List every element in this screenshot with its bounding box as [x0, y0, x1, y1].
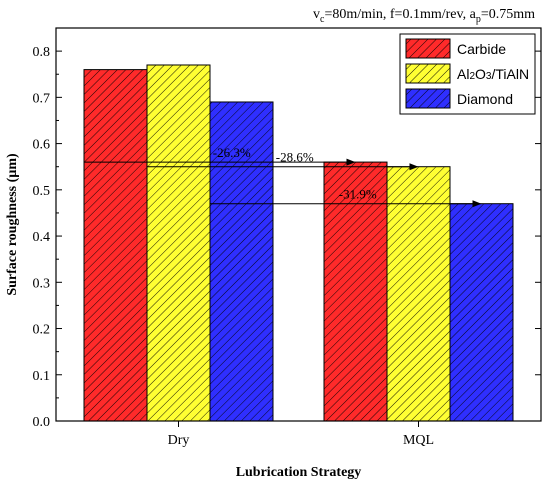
plot-frame [55, 27, 542, 422]
reduction-label: -28.6% [276, 150, 314, 165]
bar-hatch [209, 101, 274, 422]
legend-swatch-hatch [405, 88, 451, 109]
x-axis: Dry MQL [168, 421, 434, 448]
legend-label: Carbide [457, 41, 506, 57]
bar-hatch [83, 69, 148, 422]
y-axis-title: Surface roughness (µm) [5, 153, 20, 296]
bar-hatch [386, 166, 451, 422]
arrowhead-icon [409, 163, 419, 171]
bar-hatch [449, 203, 514, 422]
y-tick-label: 0.1 [33, 369, 51, 384]
bars-layer [83, 64, 514, 422]
y-tick-label: 0.4 [33, 230, 51, 245]
y-tick-label: 0.2 [33, 323, 51, 338]
y-tick-label: 0.3 [33, 276, 51, 291]
legend-swatch-hatch [405, 38, 451, 59]
y-tick-label: 0.7 [33, 91, 51, 106]
arrowhead-icon [346, 158, 356, 166]
x-tick-label: Dry [168, 433, 190, 448]
y-axis: 0.0 0.1 0.2 0.3 0.4 0.5 0.6 0.7 0.8 [33, 45, 541, 430]
legend-swatch-hatch [405, 63, 451, 84]
bar-hatch [146, 64, 211, 422]
reduction-annotations: -26.3% -28.6% -31.9% [84, 145, 482, 208]
arrowhead-icon [472, 200, 482, 208]
reduction-label: -26.3% [213, 145, 251, 160]
y-tick-label: 0.5 [33, 184, 51, 199]
reduction-label: -31.9% [339, 187, 377, 202]
y-tick-label: 0.8 [33, 45, 51, 60]
legend-label: Al2O3/TiAlN [457, 66, 529, 82]
legend-label: Diamond [457, 91, 513, 107]
x-axis-title: Lubrication Strategy [236, 465, 362, 480]
y-tick-label: 0.0 [33, 415, 51, 430]
x-tick-label: MQL [403, 433, 434, 448]
cutting-parameters: vc=80m/min, f=0.1mm/rev, ap=0.75mm [313, 7, 535, 25]
legend: Carbide Al2O3/TiAlN Diamond [399, 33, 536, 115]
y-tick-label: 0.6 [33, 138, 51, 153]
